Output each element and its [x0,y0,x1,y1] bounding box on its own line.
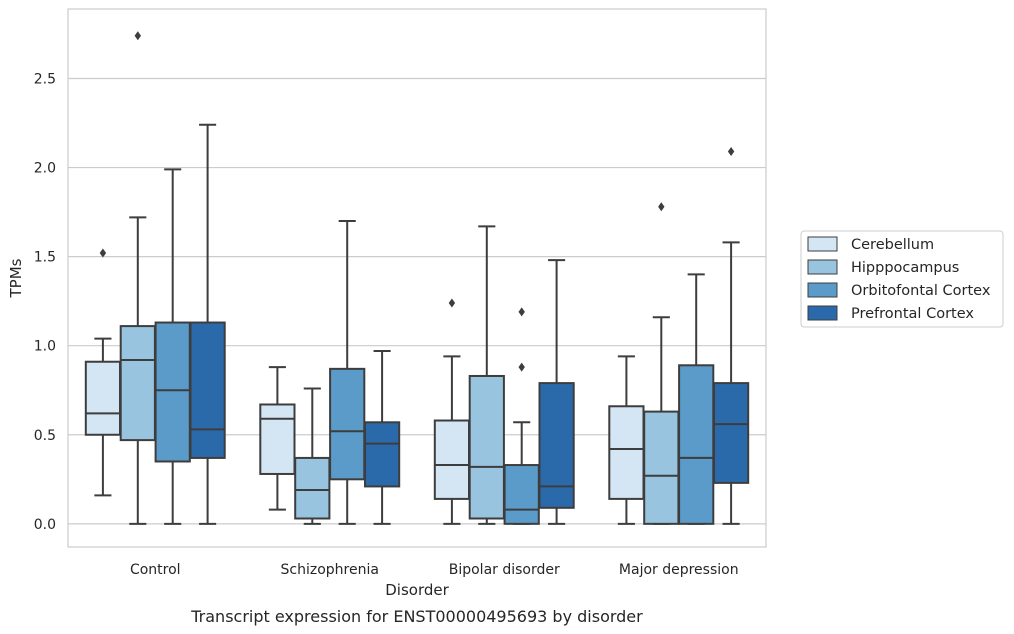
box-series [84,31,750,525]
y-tick-labels: 0.0 0.5 1.0 1.5 2.0 2.5 [34,71,56,532]
outlier-point [518,307,525,317]
x-axis-label: Disorder [385,581,449,599]
box-group [294,387,331,525]
box [538,382,575,509]
box-group [608,355,645,525]
outlier-point [658,202,665,212]
chart-caption: Transcript expression for ENST0000049569… [190,607,643,626]
box-group [363,350,401,525]
outlier-point [99,248,107,258]
x-tick-label: Bipolar disorder [449,562,560,578]
x-tick-labels: Control Schizophrenia Bipolar disorder Majo… [130,562,739,578]
box [154,321,191,463]
box [329,367,366,481]
box-group [189,123,226,525]
box [678,364,715,525]
legend-frame [800,230,1004,328]
box [84,360,122,436]
y-tick-label: 2.5 [34,71,56,87]
box [643,410,680,525]
x-tick-label: Schizophrenia [281,562,379,578]
box [503,464,540,525]
box-group [259,366,296,511]
legend-swatch [807,305,838,321]
y-tick-label: 0.0 [34,517,56,533]
x-tick-label: Control [130,562,181,578]
box [294,456,331,520]
outlier-point [727,147,735,157]
box-group [433,298,471,525]
box-group [678,273,715,525]
box-group [329,219,366,525]
outlier-point [448,298,456,308]
box [259,403,296,475]
legend-label: Orbitofontal Cortex [851,283,991,299]
box-group [538,259,575,525]
box [363,421,401,488]
box [433,419,471,500]
legend-swatch [807,236,838,252]
y-tick-label: 1.5 [34,250,56,266]
outlier-point [134,31,141,41]
box-group [119,31,156,525]
y-tick-label: 2.0 [34,161,56,177]
legend-label: Prefrontal Cortex [851,306,974,322]
box [189,321,226,459]
box [608,405,645,500]
legend-swatch [807,259,838,275]
y-axis-label: TPMs [7,258,25,298]
x-tick-label: Major depression [619,562,739,578]
box [119,325,156,442]
plot-frame [67,8,767,548]
box [468,374,505,520]
legend-label: Hipppocampus [851,260,959,276]
outlier-point [518,362,525,372]
legend-swatch [807,282,838,298]
y-tick-label: 1.0 [34,339,56,355]
box-group [712,147,750,525]
legend: Cerebellum Hipppocampus Orbitofontal Corte… [800,230,1004,328]
box-group [643,202,680,525]
legend-label: Cerebellum [851,237,934,253]
box [712,382,750,484]
box-group [468,225,505,525]
y-tick-label: 0.5 [34,428,56,444]
